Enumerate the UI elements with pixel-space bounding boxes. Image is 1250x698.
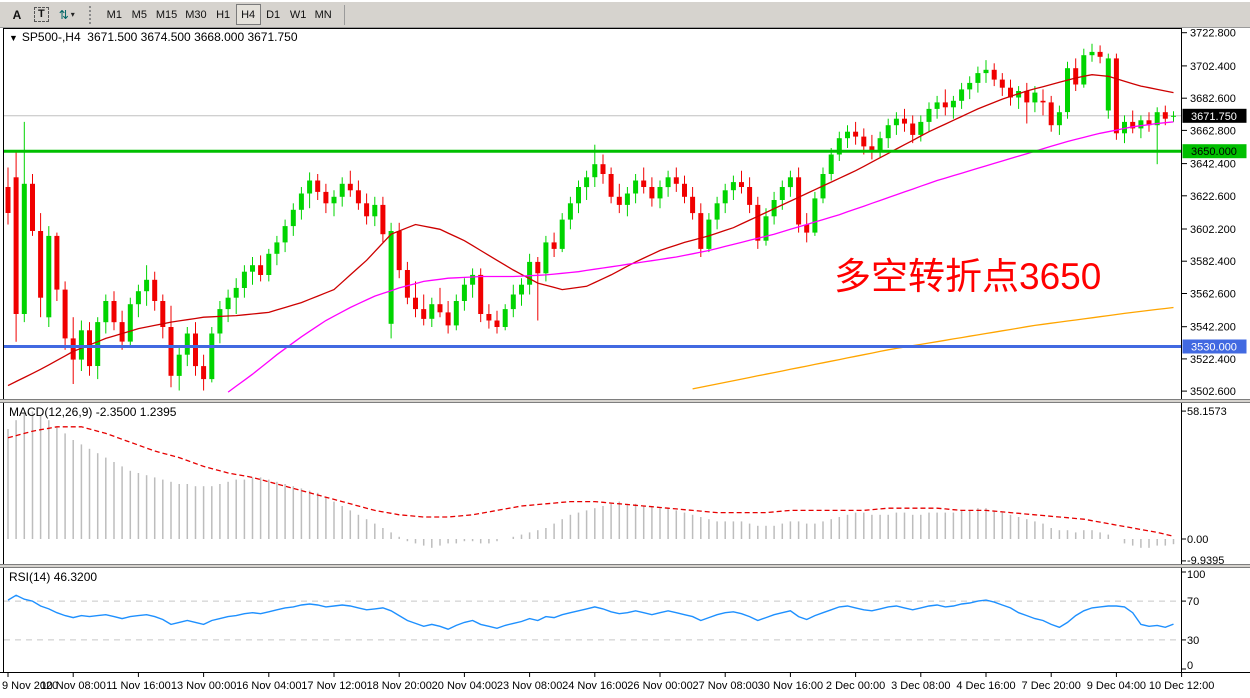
svg-text:27 Nov 08:00: 27 Nov 08:00 (692, 680, 757, 692)
timeframe-button-mn[interactable]: MN (314, 8, 332, 21)
swap-arrows-icon: ⇅ (58, 7, 69, 22)
svg-text:3682.600: 3682.600 (1190, 93, 1236, 105)
svg-text:3502.600: 3502.600 (1190, 386, 1236, 398)
svg-text:3702.400: 3702.400 (1190, 61, 1236, 73)
toolbar: A T ⇅ ▾ M1 M5 M15 M30 H1 H4 D1 W1 MN (0, 2, 1250, 28)
svg-text:3650.000: 3650.000 (1191, 146, 1237, 158)
svg-text:9 Dec 04:00: 9 Dec 04:00 (1087, 680, 1146, 692)
rsi-name: RSI(14) (9, 570, 51, 584)
svg-text:3642.400: 3642.400 (1190, 159, 1236, 171)
svg-text:3522.400: 3522.400 (1190, 354, 1236, 366)
letter-a-icon: A (12, 7, 22, 22)
svg-text:10 Dec 12:00: 10 Dec 12:00 (1149, 680, 1214, 692)
svg-text:11 Nov 16:00: 11 Nov 16:00 (106, 680, 171, 692)
text-tool-icon: T (34, 7, 49, 22)
candlestick-chart[interactable]: 3722.800 3702.400 3682.600 3662.800 3642.400… (0, 28, 1250, 399)
svg-text:24 Nov 16:00: 24 Nov 16:00 (562, 680, 627, 692)
svg-text:23 Nov 08:00: 23 Nov 08:00 (497, 680, 562, 692)
rsi-value: 46.3200 (53, 570, 98, 584)
svg-text:26 Nov 00:00: 26 Nov 00:00 (627, 680, 692, 692)
annotation-tool-button[interactable]: A (6, 4, 28, 25)
timeframe-button-h1[interactable]: H1 (216, 8, 231, 21)
timeframe-button-m30[interactable]: M30 (185, 8, 207, 21)
svg-text:3602.200: 3602.200 (1190, 224, 1236, 236)
svg-text:20 Nov 04:00: 20 Nov 04:00 (432, 680, 497, 692)
svg-text:3671.750: 3671.750 (1191, 111, 1237, 123)
svg-text:9 Nov 2020: 9 Nov 2020 (2, 680, 58, 692)
annotation-text: 多空转折点3650 (834, 256, 1102, 297)
macd-main-value: -2.3500 (95, 405, 137, 419)
macd-chart[interactable]: 58.1573 0.00 -9.9395 (0, 403, 1250, 564)
svg-text:0: 0 (1187, 660, 1193, 672)
svg-text:2 Dec 00:00: 2 Dec 00:00 (826, 680, 885, 692)
svg-text:30: 30 (1187, 635, 1199, 647)
svg-text:3722.800: 3722.800 (1190, 28, 1236, 40)
chart-ohlc-values: 3671.500 3674.500 3668.000 3671.750 (87, 30, 298, 44)
macd-label: MACD(12,26,9) -2.3500 1.2395 (9, 405, 176, 419)
timeframe-button-m5[interactable]: M5 (131, 8, 147, 21)
svg-text:18 Nov 20:00: 18 Nov 20:00 (366, 680, 431, 692)
timeframe-button-d1[interactable]: D1 (266, 8, 281, 21)
svg-text:3662.800: 3662.800 (1190, 125, 1236, 137)
chart-symbol-timeframe: SP500-,H4 (21, 30, 81, 44)
svg-text:16 Nov 04:00: 16 Nov 04:00 (236, 680, 301, 692)
svg-text:3562.600: 3562.600 (1190, 289, 1236, 301)
svg-text:3582.400: 3582.400 (1190, 256, 1236, 268)
svg-text:-9.9395: -9.9395 (1187, 555, 1224, 564)
svg-text:30 Nov 16:00: 30 Nov 16:00 (758, 680, 823, 692)
main-chart-pane[interactable]: ▼ SP500-,H4 3671.500 3674.500 3668.000 36… (0, 28, 1250, 399)
toolbar-grip[interactable] (88, 5, 94, 24)
svg-text:17 Nov 12:00: 17 Nov 12:00 (301, 680, 366, 692)
rsi-chart[interactable]: 100 70 30 0 (0, 568, 1250, 672)
svg-text:0.00: 0.00 (1187, 534, 1208, 546)
arrows-dropdown-button[interactable]: ⇅ ▾ (55, 4, 79, 25)
timeframe-button-m15[interactable]: M15 (155, 8, 178, 21)
svg-text:3542.200: 3542.200 (1190, 322, 1236, 334)
macd-signal-value: 1.2395 (139, 405, 177, 419)
svg-text:3530.000: 3530.000 (1191, 342, 1237, 354)
pane-divider[interactable] (0, 564, 1250, 568)
timeframe-bar: M1 M5 M15 M30 H1 H4 D1 W1 MN (102, 4, 336, 25)
macd-name: MACD(12,26,9) (9, 405, 93, 419)
timeframe-button-h4[interactable]: H4 (235, 4, 261, 25)
svg-text:70: 70 (1187, 596, 1199, 608)
chart-title: ▼ SP500-,H4 3671.500 3674.500 3668.000 36… (9, 30, 298, 44)
toolbar-separator (343, 4, 345, 25)
dropdown-caret-icon: ▾ (70, 10, 75, 19)
text-label-tool-button[interactable]: T (30, 4, 53, 25)
svg-text:7 Dec 20:00: 7 Dec 20:00 (1022, 680, 1081, 692)
svg-text:58.1573: 58.1573 (1187, 406, 1227, 418)
svg-text:13 Nov 00:00: 13 Nov 00:00 (171, 680, 236, 692)
svg-text:3622.600: 3622.600 (1190, 191, 1236, 203)
symbol-dropdown-triangle-icon[interactable]: ▼ (9, 33, 18, 43)
macd-pane[interactable]: MACD(12,26,9) -2.3500 1.2395 58.1573 0.00… (0, 403, 1250, 564)
time-axis[interactable]: 9 Nov 2020 10 Nov 08:00 11 Nov 16:00 13 Nov… (0, 672, 1250, 696)
svg-text:4 Dec 16:00: 4 Dec 16:00 (956, 680, 1015, 692)
timeframe-button-m1[interactable]: M1 (106, 8, 122, 21)
rsi-pane[interactable]: RSI(14) 46.3200 100 70 30 0 (0, 568, 1250, 672)
timeframe-button-w1[interactable]: W1 (289, 8, 307, 21)
svg-text:100: 100 (1187, 569, 1205, 581)
svg-text:10 Nov 08:00: 10 Nov 08:00 (40, 680, 105, 692)
rsi-label: RSI(14) 46.3200 (9, 570, 97, 584)
svg-text:3 Dec 08:00: 3 Dec 08:00 (891, 680, 950, 692)
pane-divider[interactable] (0, 399, 1250, 403)
